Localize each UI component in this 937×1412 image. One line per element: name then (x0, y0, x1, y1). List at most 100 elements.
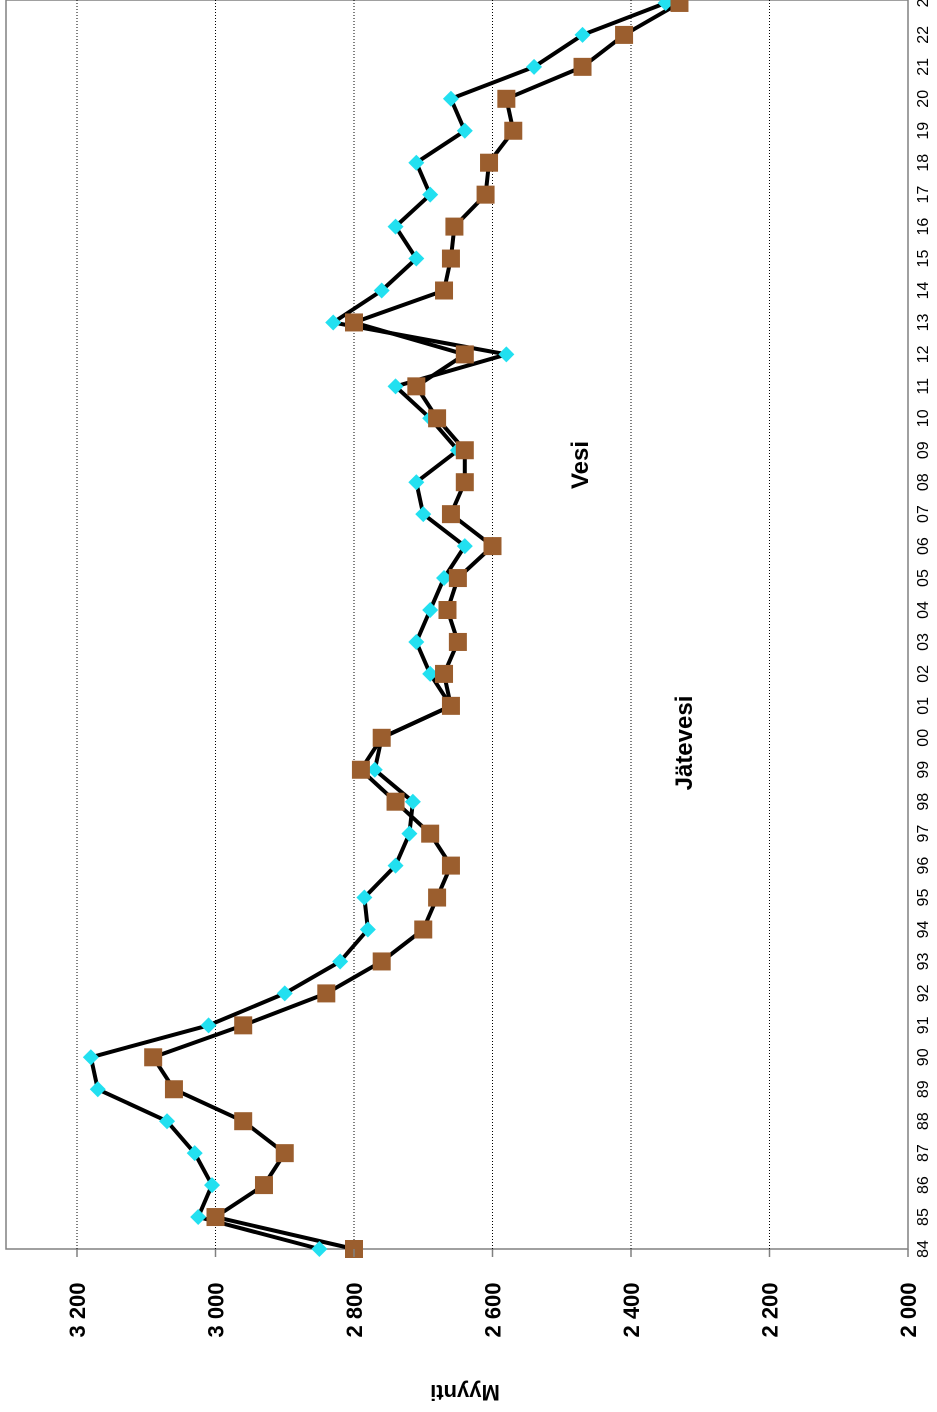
point-jatevesi (455, 473, 474, 492)
x-tick-label: 14 (915, 282, 932, 300)
point-jatevesi (164, 1080, 183, 1099)
point-vesi (82, 1049, 99, 1066)
point-jatevesi (275, 1144, 294, 1163)
x-tick-label: 87 (915, 1144, 932, 1162)
point-vesi (332, 953, 349, 970)
point-vesi (401, 825, 418, 842)
point-jatevesi (386, 792, 405, 811)
x-tick-label: 00 (915, 729, 932, 747)
point-vesi (186, 1145, 203, 1162)
x-tick-label: 03 (915, 633, 932, 651)
grid-lines (76, 0, 770, 1249)
annotation-vesi: Vesi (567, 441, 594, 489)
point-vesi (325, 314, 342, 331)
y-tick-label: 3 000 (204, 1282, 229, 1337)
point-jatevesi (421, 824, 440, 843)
x-axis-ticks: 84 85 86 87 88 89 90 91 92 93 94 95 96 97 98 99 00 01 02 03… (915, 0, 932, 1258)
point-vesi (276, 985, 293, 1002)
x-tick-label: 90 (915, 1048, 932, 1066)
x-tick-label: 98 (915, 793, 932, 811)
series-markers (82, 0, 689, 1258)
point-vesi (456, 538, 473, 555)
point-jatevesi (670, 0, 689, 12)
x-tick-label: 20 (915, 90, 932, 108)
annotation-jatevesi: Jätevesi (671, 696, 698, 791)
plot-area: Vesi Jätevesi (5, 0, 909, 1258)
point-vesi (408, 154, 425, 171)
point-vesi (359, 921, 376, 938)
point-jatevesi (234, 1016, 253, 1035)
x-tick-label: 97 (915, 825, 932, 843)
point-vesi (408, 633, 425, 650)
point-vesi (200, 1017, 217, 1034)
point-vesi (373, 282, 390, 299)
point-jatevesi (504, 121, 523, 140)
point-jatevesi (476, 185, 495, 204)
point-jatevesi (441, 696, 460, 715)
point-vesi (456, 122, 473, 139)
y-tick-label: 2 000 (896, 1282, 921, 1337)
point-vesi (366, 761, 383, 778)
series-line-vesi (88, 1, 667, 1251)
x-tick-label: 10 (915, 409, 932, 427)
point-vesi (89, 1081, 106, 1098)
point-vesi (387, 857, 404, 874)
point-vesi (311, 1241, 328, 1257)
series-lines (88, 1, 681, 1251)
point-jatevesi (497, 89, 516, 108)
point-vesi (422, 665, 439, 682)
point-jatevesi (615, 25, 634, 44)
x-tick-label: 19 (915, 122, 932, 140)
x-tick-label: 06 (915, 537, 932, 555)
point-jatevesi (441, 505, 460, 524)
point-jatevesi (206, 1208, 225, 1227)
point-vesi (190, 1209, 207, 1226)
x-tick-label: 99 (915, 761, 932, 779)
point-jatevesi (428, 888, 447, 907)
annotations: Vesi Jätevesi (567, 441, 698, 790)
x-tick-label: 22 (915, 26, 932, 44)
x-tick-label: 07 (915, 505, 932, 523)
point-vesi (408, 474, 425, 491)
point-jatevesi (351, 760, 370, 779)
point-jatevesi (428, 409, 447, 428)
point-vesi (574, 26, 591, 43)
x-tick-label: 08 (915, 473, 932, 491)
x-tick-label: 89 (915, 1080, 932, 1098)
point-vesi (387, 378, 404, 395)
x-tick-label: 02 (915, 665, 932, 683)
y-tick-label: 2 200 (758, 1282, 783, 1337)
x-tick-label: 04 (915, 601, 932, 619)
x-tick-label: 85 (915, 1208, 932, 1226)
y-axis-ticks: 2 000 2 200 2 400 2 600 2 800 3 000 3 200 (65, 1249, 921, 1338)
x-tick-label: 09 (915, 441, 932, 459)
point-vesi (159, 1113, 176, 1130)
point-jatevesi (435, 664, 454, 683)
point-vesi (422, 602, 439, 618)
point-vesi (526, 58, 543, 75)
point-jatevesi (480, 153, 499, 172)
point-jatevesi (345, 313, 363, 332)
x-tick-label: 11 (915, 378, 932, 395)
x-tick-label: 91 (915, 1016, 932, 1034)
point-jatevesi (254, 1176, 273, 1195)
point-vesi (442, 90, 459, 107)
x-tick-label: 93 (915, 952, 932, 970)
point-jatevesi (234, 1112, 253, 1131)
point-vesi (415, 506, 432, 523)
point-jatevesi (448, 632, 467, 651)
point-jatevesi (483, 537, 502, 556)
point-jatevesi (317, 984, 336, 1003)
point-vesi (408, 250, 425, 267)
point-jatevesi (438, 601, 457, 619)
x-tick-label: 13 (915, 313, 932, 331)
point-jatevesi (573, 57, 592, 76)
point-vesi (356, 889, 373, 906)
y-tick-label: 2 400 (619, 1282, 644, 1337)
point-jatevesi (448, 569, 467, 588)
x-tick-label: 16 (915, 218, 932, 236)
y-tick-label: 3 200 (65, 1282, 90, 1337)
x-tick-label: 86 (915, 1176, 932, 1194)
x-tick-label: 2 (915, 0, 932, 7)
